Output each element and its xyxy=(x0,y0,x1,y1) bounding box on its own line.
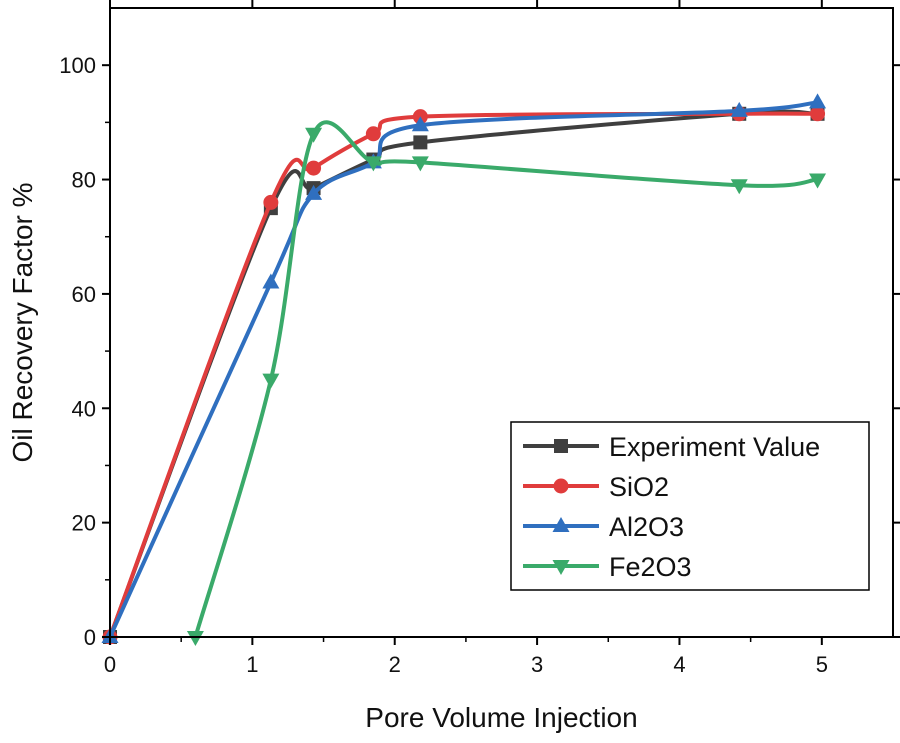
legend-label: Fe2O3 xyxy=(609,552,692,582)
y-tick-label: 100 xyxy=(59,53,96,78)
data-point xyxy=(262,273,280,289)
data-point xyxy=(365,126,381,142)
legend-swatch-marker xyxy=(552,517,570,532)
series-layer xyxy=(101,93,827,646)
data-point xyxy=(809,173,827,189)
x-tick-label: 3 xyxy=(531,652,543,677)
data-point xyxy=(364,156,382,172)
legend-label: Al2O3 xyxy=(609,512,684,542)
legend-label: Experiment Value xyxy=(609,432,820,462)
data-point xyxy=(262,373,280,389)
data-point xyxy=(810,106,826,122)
legend: Experiment Value SiO2 Al2O3 Fe2O3 xyxy=(510,421,870,591)
legend-swatch-marker xyxy=(552,560,570,575)
data-point xyxy=(263,194,279,210)
data-point xyxy=(306,160,322,176)
x-axis-title: Pore Volume Injection xyxy=(365,702,637,733)
data-point xyxy=(411,116,429,132)
data-point xyxy=(809,93,827,109)
plot-frame xyxy=(109,7,894,638)
x-tick-label: 4 xyxy=(673,652,685,677)
legend-item: Fe2O3 xyxy=(523,552,692,582)
x-tick-label: 0 xyxy=(104,652,116,677)
data-point xyxy=(413,135,428,150)
data-point xyxy=(730,101,748,117)
legend-swatch-marker xyxy=(553,478,569,494)
tick-layer: 0 1 2 3 4 5 0 20 40 60 80 100 xyxy=(59,0,900,677)
x-tick-label: 5 xyxy=(816,652,828,677)
y-tick-label: 0 xyxy=(84,625,96,650)
y-tick-label: 60 xyxy=(72,282,96,307)
legend-items: Experiment Value SiO2 Al2O3 Fe2O3 xyxy=(523,432,820,582)
series-line xyxy=(193,120,818,637)
data-point xyxy=(186,631,204,646)
legend-label: SiO2 xyxy=(609,472,669,502)
data-point xyxy=(730,179,748,195)
legend-item: Experiment Value xyxy=(523,432,820,462)
y-tick-label: 20 xyxy=(72,511,96,536)
data-point xyxy=(305,184,323,200)
data-point xyxy=(411,156,429,172)
x-tick-label: 2 xyxy=(389,652,401,677)
legend-box xyxy=(510,421,870,591)
y-tick-label: 80 xyxy=(72,168,96,193)
legend-item: Al2O3 xyxy=(523,512,684,542)
data-point xyxy=(305,127,323,143)
y-tick-label: 40 xyxy=(72,396,96,421)
legend-swatch-marker xyxy=(554,439,568,453)
x-tick-label: 1 xyxy=(246,652,258,677)
legend-item: SiO2 xyxy=(523,472,669,502)
series-fe2o3 xyxy=(186,120,827,646)
y-axis-title: Oil Recovery Factor % xyxy=(7,182,38,462)
